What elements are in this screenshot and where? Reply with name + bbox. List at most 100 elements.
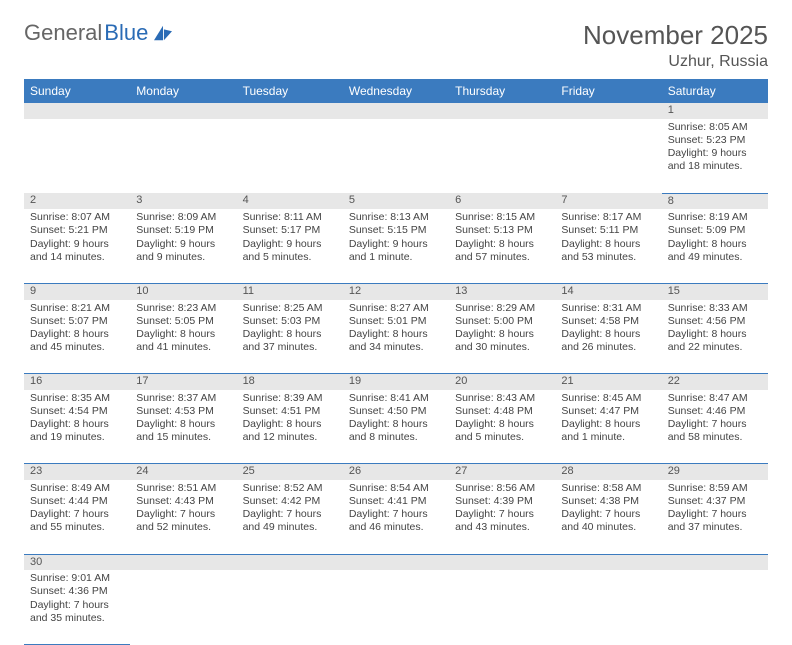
day-cell: Sunrise: 8:23 AMSunset: 5:05 PMDaylight:… <box>130 300 236 374</box>
day-number: 9 <box>24 284 130 300</box>
day-body: Sunrise: 8:21 AMSunset: 5:07 PMDaylight:… <box>24 300 130 359</box>
sunrise-text: Sunrise: 8:58 AM <box>561 482 655 495</box>
daylight-text: Daylight: 8 hours and 26 minutes. <box>561 328 655 354</box>
day-cell: Sunrise: 8:52 AMSunset: 4:42 PMDaylight:… <box>237 480 343 554</box>
day-cell: Sunrise: 8:09 AMSunset: 5:19 PMDaylight:… <box>130 209 236 283</box>
sunset-text: Sunset: 5:21 PM <box>30 224 124 237</box>
day-number-cell: 8 <box>662 193 768 209</box>
day-cell <box>449 119 555 193</box>
sunset-text: Sunset: 4:44 PM <box>30 495 124 508</box>
day-body: Sunrise: 8:52 AMSunset: 4:42 PMDaylight:… <box>237 480 343 539</box>
sunrise-text: Sunrise: 8:05 AM <box>668 121 762 134</box>
day-body: Sunrise: 8:35 AMSunset: 4:54 PMDaylight:… <box>24 390 130 449</box>
sunset-text: Sunset: 4:36 PM <box>30 585 124 598</box>
daylight-text: Daylight: 8 hours and 57 minutes. <box>455 238 549 264</box>
day-number: 24 <box>130 464 236 480</box>
day-number-cell: 19 <box>343 374 449 390</box>
day-body: Sunrise: 8:41 AMSunset: 4:50 PMDaylight:… <box>343 390 449 449</box>
day-number-cell: 27 <box>449 464 555 480</box>
day-cell: Sunrise: 8:47 AMSunset: 4:46 PMDaylight:… <box>662 390 768 464</box>
day-number-cell <box>24 103 130 119</box>
sunrise-text: Sunrise: 8:09 AM <box>136 211 230 224</box>
sunrise-text: Sunrise: 8:29 AM <box>455 302 549 315</box>
daylight-text: Daylight: 8 hours and 19 minutes. <box>30 418 124 444</box>
weekday-header: Thursday <box>449 79 555 103</box>
sunrise-text: Sunrise: 8:47 AM <box>668 392 762 405</box>
daylight-text: Daylight: 9 hours and 1 minute. <box>349 238 443 264</box>
sunrise-text: Sunrise: 8:45 AM <box>561 392 655 405</box>
sunrise-text: Sunrise: 8:52 AM <box>243 482 337 495</box>
daylight-text: Daylight: 7 hours and 37 minutes. <box>668 508 762 534</box>
day-cell: Sunrise: 8:58 AMSunset: 4:38 PMDaylight:… <box>555 480 661 554</box>
daylight-text: Daylight: 8 hours and 15 minutes. <box>136 418 230 444</box>
day-number-cell <box>237 554 343 570</box>
weekday-header: Tuesday <box>237 79 343 103</box>
sunset-text: Sunset: 4:37 PM <box>668 495 762 508</box>
daylight-text: Daylight: 8 hours and 12 minutes. <box>243 418 337 444</box>
day-number-cell: 24 <box>130 464 236 480</box>
day-number: 29 <box>662 464 768 480</box>
day-number-row: 1 <box>24 103 768 119</box>
daylight-text: Daylight: 8 hours and 5 minutes. <box>455 418 549 444</box>
day-number-cell: 1 <box>662 103 768 119</box>
day-body: Sunrise: 8:15 AMSunset: 5:13 PMDaylight:… <box>449 209 555 268</box>
sunset-text: Sunset: 4:47 PM <box>561 405 655 418</box>
day-number: 14 <box>555 284 661 300</box>
logo: General Blue <box>24 20 174 46</box>
day-number-cell: 25 <box>237 464 343 480</box>
day-number-cell: 22 <box>662 374 768 390</box>
day-number-cell <box>449 103 555 119</box>
day-number: 27 <box>449 464 555 480</box>
day-number: 5 <box>343 193 449 209</box>
day-body: Sunrise: 8:33 AMSunset: 4:56 PMDaylight:… <box>662 300 768 359</box>
day-cell: Sunrise: 8:49 AMSunset: 4:44 PMDaylight:… <box>24 480 130 554</box>
day-cell: Sunrise: 8:41 AMSunset: 4:50 PMDaylight:… <box>343 390 449 464</box>
daylight-text: Daylight: 7 hours and 46 minutes. <box>349 508 443 534</box>
page-title: November 2025 <box>583 20 768 51</box>
day-body: Sunrise: 8:23 AMSunset: 5:05 PMDaylight:… <box>130 300 236 359</box>
day-number-cell <box>449 554 555 570</box>
sunrise-text: Sunrise: 8:51 AM <box>136 482 230 495</box>
day-cell: Sunrise: 8:19 AMSunset: 5:09 PMDaylight:… <box>662 209 768 283</box>
day-body: Sunrise: 8:59 AMSunset: 4:37 PMDaylight:… <box>662 480 768 539</box>
day-number-cell: 7 <box>555 193 661 209</box>
day-number-cell: 14 <box>555 283 661 299</box>
sunset-text: Sunset: 4:54 PM <box>30 405 124 418</box>
day-cell: Sunrise: 8:51 AMSunset: 4:43 PMDaylight:… <box>130 480 236 554</box>
day-number-cell: 11 <box>237 283 343 299</box>
daylight-text: Daylight: 9 hours and 14 minutes. <box>30 238 124 264</box>
weekday-header: Saturday <box>662 79 768 103</box>
sunset-text: Sunset: 4:56 PM <box>668 315 762 328</box>
day-body-row: Sunrise: 8:35 AMSunset: 4:54 PMDaylight:… <box>24 390 768 464</box>
day-cell: Sunrise: 8:54 AMSunset: 4:41 PMDaylight:… <box>343 480 449 554</box>
sunrise-text: Sunrise: 8:31 AM <box>561 302 655 315</box>
sunrise-text: Sunrise: 8:41 AM <box>349 392 443 405</box>
daylight-text: Daylight: 7 hours and 49 minutes. <box>243 508 337 534</box>
daylight-text: Daylight: 7 hours and 52 minutes. <box>136 508 230 534</box>
day-cell: Sunrise: 8:39 AMSunset: 4:51 PMDaylight:… <box>237 390 343 464</box>
sunrise-text: Sunrise: 8:17 AM <box>561 211 655 224</box>
sunset-text: Sunset: 4:42 PM <box>243 495 337 508</box>
daylight-text: Daylight: 7 hours and 58 minutes. <box>668 418 762 444</box>
day-cell: Sunrise: 8:31 AMSunset: 4:58 PMDaylight:… <box>555 300 661 374</box>
sunrise-text: Sunrise: 8:19 AM <box>668 211 762 224</box>
sunrise-text: Sunrise: 8:33 AM <box>668 302 762 315</box>
daylight-text: Daylight: 7 hours and 55 minutes. <box>30 508 124 534</box>
sunset-text: Sunset: 5:00 PM <box>455 315 549 328</box>
day-number: 28 <box>555 464 661 480</box>
day-cell: Sunrise: 9:01 AMSunset: 4:36 PMDaylight:… <box>24 570 130 644</box>
day-body-row: Sunrise: 8:07 AMSunset: 5:21 PMDaylight:… <box>24 209 768 283</box>
day-number: 10 <box>130 284 236 300</box>
day-body: Sunrise: 8:11 AMSunset: 5:17 PMDaylight:… <box>237 209 343 268</box>
sunset-text: Sunset: 4:51 PM <box>243 405 337 418</box>
day-cell: Sunrise: 8:56 AMSunset: 4:39 PMDaylight:… <box>449 480 555 554</box>
day-cell: Sunrise: 8:11 AMSunset: 5:17 PMDaylight:… <box>237 209 343 283</box>
daylight-text: Daylight: 8 hours and 53 minutes. <box>561 238 655 264</box>
day-number: 19 <box>343 374 449 390</box>
sunrise-text: Sunrise: 9:01 AM <box>30 572 124 585</box>
day-body-row: Sunrise: 8:21 AMSunset: 5:07 PMDaylight:… <box>24 300 768 374</box>
calendar-table: Sunday Monday Tuesday Wednesday Thursday… <box>24 79 768 645</box>
day-number: 26 <box>343 464 449 480</box>
sunset-text: Sunset: 5:01 PM <box>349 315 443 328</box>
daylight-text: Daylight: 8 hours and 41 minutes. <box>136 328 230 354</box>
